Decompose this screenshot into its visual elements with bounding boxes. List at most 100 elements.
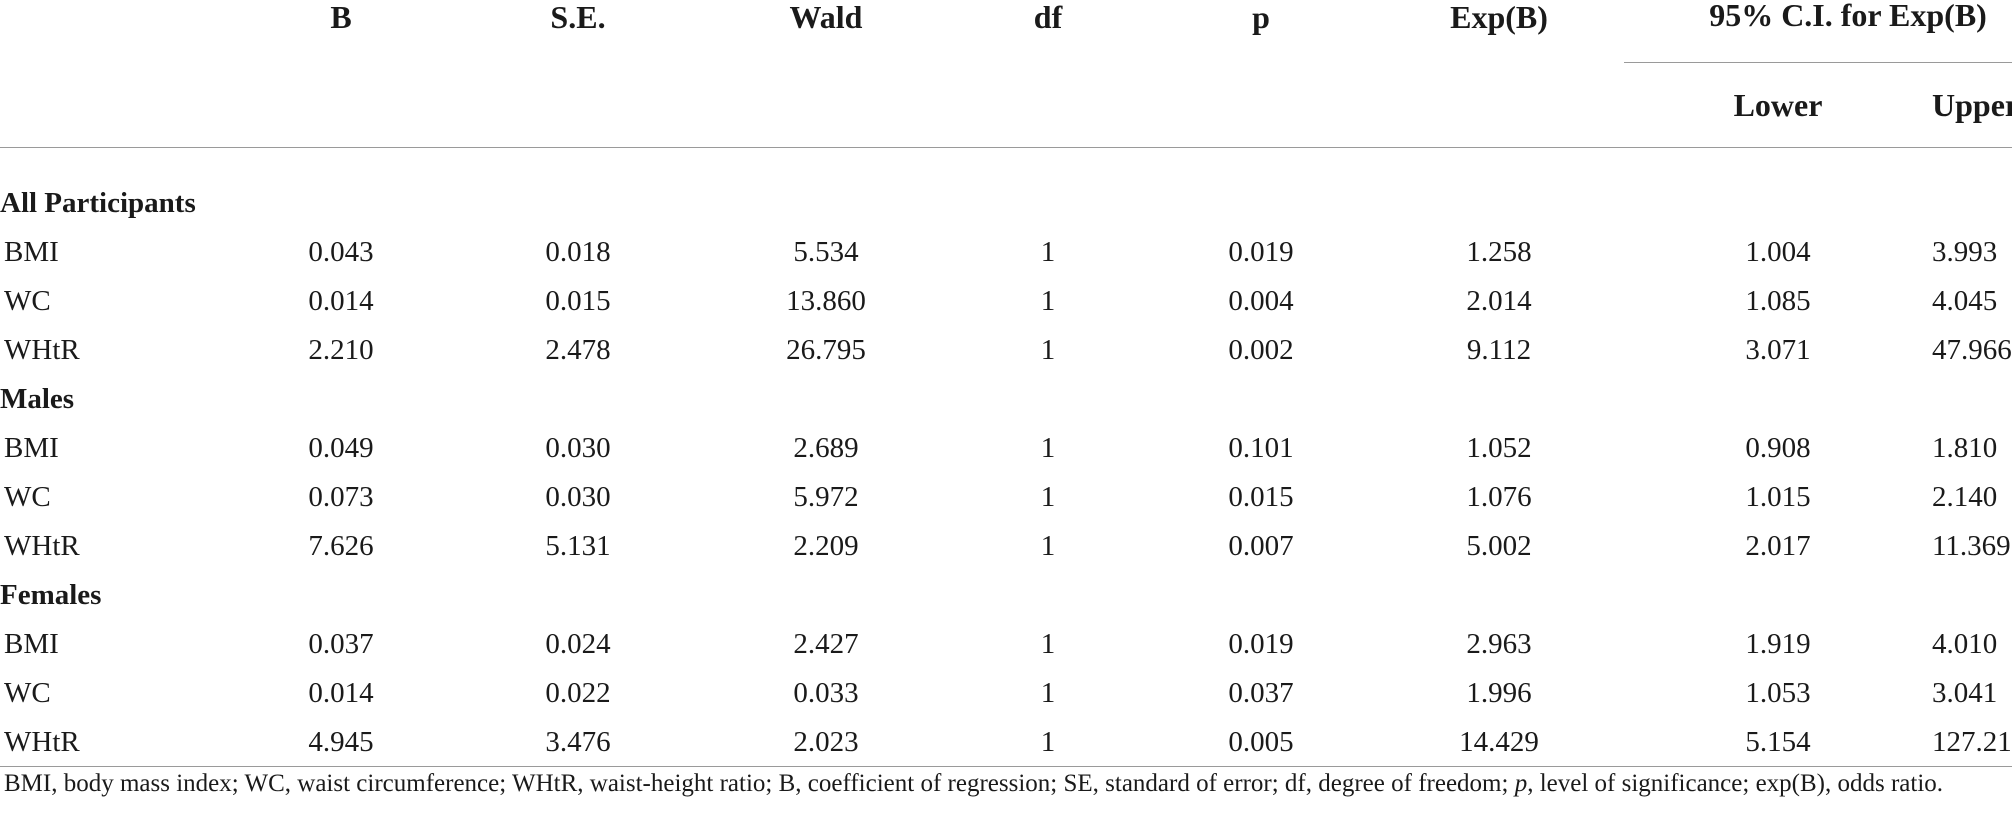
header-b: B [230, 0, 452, 148]
header-p: p [1148, 0, 1374, 148]
row-label: WC [4, 285, 51, 317]
regression-table: B S.E. Wald df p Exp(B) 95% C.I. for Exp… [0, 0, 2012, 767]
table-row: WHtR 2.210 2.478 26.795 1 0.002 9.112 3.071 47.9… [0, 326, 2012, 375]
cell-upper: 11.369 [1932, 530, 2011, 562]
cell-b: 7.626 [308, 530, 374, 562]
footnote-p-italic: p [1514, 770, 1528, 797]
cell-wald: 2.023 [704, 718, 948, 767]
cell-se: 5.131 [545, 530, 611, 562]
cell-p: 0.015 [1228, 481, 1294, 513]
cell-lower: 1.053 [1745, 677, 1811, 709]
cell-lower: 1.015 [1745, 481, 1811, 513]
cell-se: 0.018 [545, 236, 611, 268]
cell-wald: 5.972 [793, 481, 859, 513]
header-df: df [948, 0, 1148, 148]
table-body: All Participants BMI 0.043 0.018 5.534 1 0.019… [0, 148, 2012, 767]
table-row: BMI 0.043 0.018 5.534 1 0.019 1.258 1.004 3.993 [0, 228, 2012, 277]
table-row: WHtR 7.626 5.131 2.209 1 0.007 5.002 2.017 11.36… [0, 522, 2012, 571]
cell-p: 0.101 [1228, 432, 1294, 464]
cell-df: 1 [1040, 677, 1056, 709]
group-label: Males [0, 383, 75, 415]
table-row: WC 0.014 0.015 13.860 1 0.004 2.014 1.085 4.045 [0, 277, 2012, 326]
cell-upper: 4.045 [1932, 285, 1998, 317]
footnote-text-1: BMI, body mass index; WC, waist circumfe… [4, 770, 1515, 797]
cell-wald: 2.209 [793, 530, 859, 562]
row-label: WHtR [4, 334, 80, 366]
row-label: WC [4, 677, 51, 709]
cell-lower: 3.071 [1745, 334, 1811, 366]
cell-p: 0.037 [1228, 677, 1294, 709]
header-ci-group-label: 95% C.I. for Exp(B) [1709, 0, 1987, 33]
cell-expb: 2.963 [1466, 628, 1532, 660]
cell-lower: 2.017 [1745, 530, 1811, 562]
table-footnote: BMI, body mass index; WC, waist circumfe… [4, 764, 2010, 803]
cell-b: 0.043 [308, 236, 374, 268]
cell-se: 0.024 [545, 628, 611, 660]
cell-b: 4.945 [230, 718, 452, 767]
cell-upper: 3.041 [1932, 677, 1998, 709]
cell-p: 0.007 [1228, 530, 1294, 562]
footnote-text-2: , level of significance; exp(B), odds ra… [1527, 770, 1944, 797]
cell-upper: 4.010 [1932, 628, 1998, 660]
header-wald: Wald [704, 0, 948, 148]
regression-table-container: B S.E. Wald df p Exp(B) 95% C.I. for Exp… [0, 0, 2012, 767]
cell-se: 0.022 [545, 677, 611, 709]
header-lower: Lower [1624, 62, 1932, 148]
header-row-1: B S.E. Wald df p Exp(B) 95% C.I. for Exp… [0, 0, 2012, 148]
cell-b: 0.073 [308, 481, 374, 513]
group-label: All Participants [0, 187, 196, 219]
table-header: B S.E. Wald df p Exp(B) 95% C.I. for Exp… [0, 0, 2012, 148]
cell-wald: 0.033 [793, 677, 859, 709]
group-header-row: All Participants [0, 148, 2012, 229]
cell-df: 1 [1040, 481, 1056, 513]
cell-expb: 5.002 [1466, 530, 1532, 562]
cell-expb: 14.429 [1374, 718, 1624, 767]
cell-se: 0.015 [545, 285, 611, 317]
row-label: BMI [4, 628, 59, 660]
row-label: WHtR [4, 530, 80, 562]
cell-expb: 2.014 [1466, 285, 1532, 317]
group-header-row: Males [0, 375, 2012, 424]
cell-df: 1 [1040, 334, 1056, 366]
cell-se: 0.030 [545, 432, 611, 464]
cell-p: 0.019 [1228, 236, 1294, 268]
cell-df: 1 [1040, 530, 1056, 562]
header-row-2: Lower Upper [0, 62, 2012, 148]
row-label: WC [4, 481, 51, 513]
cell-wald: 2.427 [793, 628, 859, 660]
cell-wald: 5.534 [793, 236, 859, 268]
cell-lower: 0.908 [1745, 432, 1811, 464]
table-row: WC 0.014 0.022 0.033 1 0.037 1.996 1.053 3.041 [0, 669, 2012, 718]
cell-p: 0.002 [1228, 334, 1294, 366]
cell-df: 1 [1040, 432, 1056, 464]
header-blank [0, 0, 230, 148]
cell-expb: 1.076 [1466, 481, 1532, 513]
cell-upper: 2.140 [1932, 481, 1998, 513]
row-label: BMI [4, 236, 59, 268]
cell-p: 0.005 [1148, 718, 1374, 767]
cell-upper: 1.810 [1932, 432, 1998, 464]
table-row: WC 0.073 0.030 5.972 1 0.015 1.076 1.015 2.140 [0, 473, 2012, 522]
cell-b: 0.014 [308, 285, 374, 317]
cell-wald: 26.795 [786, 334, 866, 366]
row-label: WHtR [0, 718, 230, 767]
cell-p: 0.019 [1228, 628, 1294, 660]
cell-expb: 9.112 [1466, 334, 1532, 366]
group-header-row: Females [0, 571, 2012, 620]
cell-df: 1 [1040, 285, 1056, 317]
cell-expb: 1.996 [1466, 677, 1532, 709]
cell-b: 0.049 [308, 432, 374, 464]
cell-b: 0.037 [308, 628, 374, 660]
cell-upper: 47.966 [1932, 334, 2012, 366]
cell-upper: 127.210 [1932, 718, 2012, 767]
cell-lower: 5.154 [1624, 718, 1932, 767]
table-row: WHtR 4.945 3.476 2.023 1 0.005 14.429 5.154 127.… [0, 718, 2012, 767]
cell-expb: 1.052 [1466, 432, 1532, 464]
cell-b: 2.210 [308, 334, 374, 366]
cell-se: 0.030 [545, 481, 611, 513]
cell-lower: 1.085 [1745, 285, 1811, 317]
header-se: S.E. [452, 0, 704, 148]
cell-se: 2.478 [545, 334, 611, 366]
header-ci-group: 95% C.I. for Exp(B) [1624, 0, 2012, 63]
cell-se: 3.476 [452, 718, 704, 767]
